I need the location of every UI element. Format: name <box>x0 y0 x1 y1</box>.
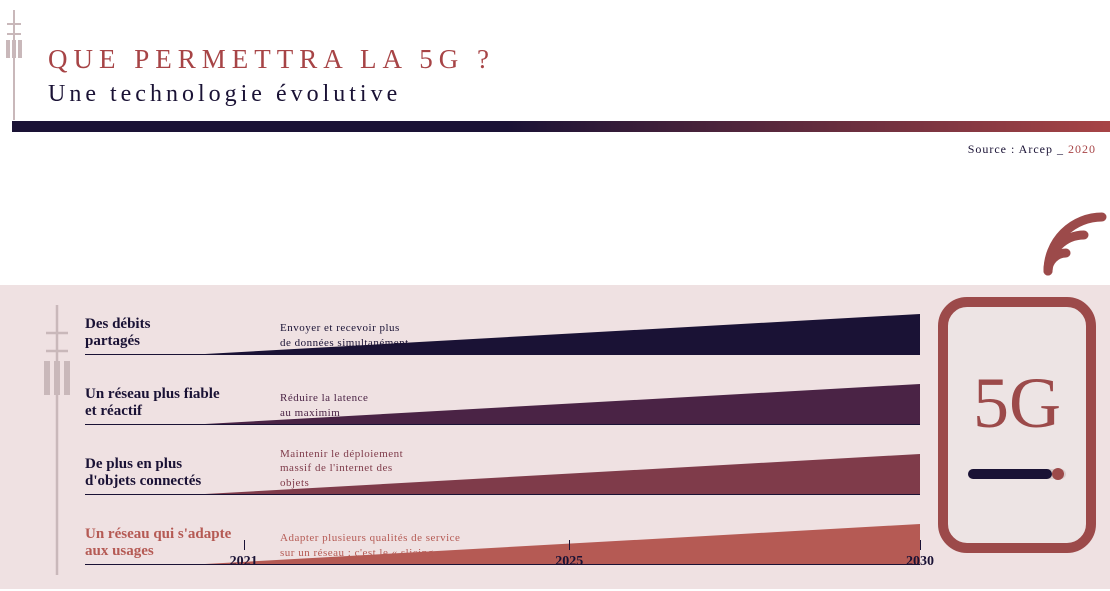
feature-row: De plus en plusd'objets connectésMainten… <box>85 451 920 495</box>
phone-icon: 5G <box>938 297 1096 553</box>
page-subtitle: Une technologie évolutive <box>48 81 1110 108</box>
signal-icon <box>1040 209 1110 284</box>
tower-icon <box>42 305 72 580</box>
feature-row: Des débitspartagés Envoyer et recevoir pl… <box>85 311 920 355</box>
feature-row: Un réseau plus fiableet réactif Réduire l… <box>85 381 920 425</box>
feature-label: Des débitspartagés <box>85 316 265 351</box>
feature-label: De plus en plusd'objets connectés <box>85 456 265 491</box>
page-title: QUE PERMETTRA LA 5G ? <box>48 44 1110 75</box>
feature-desc: Envoyer et recevoir plusde données simul… <box>280 321 409 350</box>
timeline-label: 2030 <box>906 554 934 570</box>
phone-label: 5G <box>973 363 1061 443</box>
timeline-label: 2025 <box>555 554 583 570</box>
timeline-tick <box>920 540 921 550</box>
header: QUE PERMETTRA LA 5G ? Une technologie év… <box>0 0 1110 108</box>
feature-desc: Réduire la latenceau maximim <box>280 391 368 420</box>
source-prefix: Source : Arcep _ <box>968 142 1068 156</box>
main-panel: Des débitspartagés Envoyer et recevoir pl… <box>0 285 1110 589</box>
timeline-tick <box>569 540 570 550</box>
timeline-tick <box>244 540 245 550</box>
feature-label: Un réseau plus fiableet réactif <box>85 386 265 421</box>
timeline-label: 2021 <box>230 554 258 570</box>
source-attribution: Source : Arcep _ 2020 <box>968 142 1096 157</box>
source-year: 2020 <box>1068 142 1096 156</box>
feature-desc: Maintenir le déploiementmassif de l'inte… <box>280 447 403 490</box>
header-gradient-bar <box>12 121 1110 132</box>
timeline: 202120252030 <box>85 540 920 570</box>
